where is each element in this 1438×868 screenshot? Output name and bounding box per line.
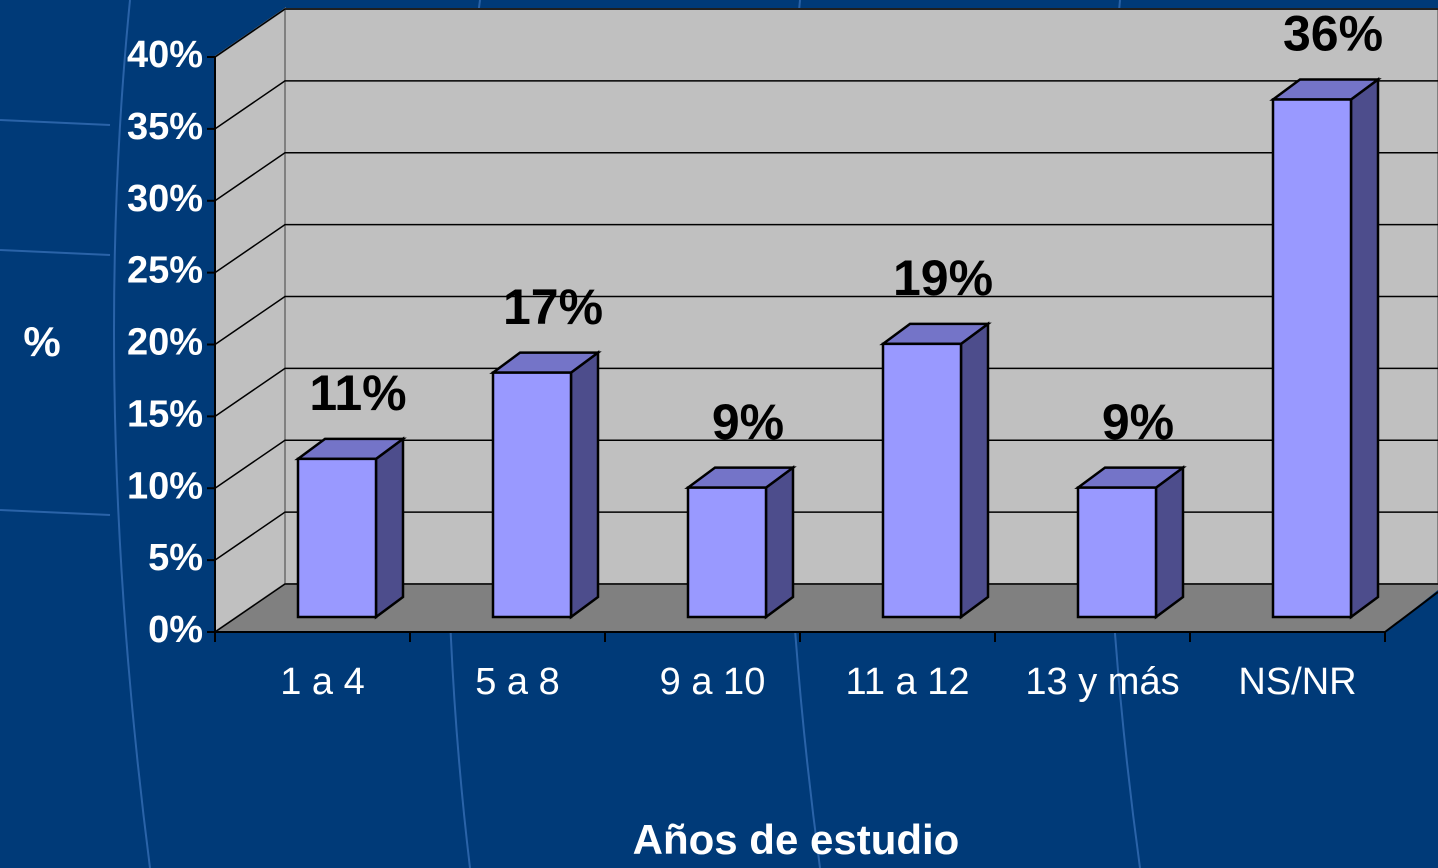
- grid-line: [214, 8, 1438, 58]
- bar-front: [296, 457, 378, 619]
- bar-side: [764, 465, 795, 620]
- data-label: 19%: [893, 250, 993, 306]
- y-tick-label: 20%: [127, 322, 203, 364]
- y-tick-label: 0%: [148, 609, 203, 651]
- grid-line: [214, 152, 1438, 202]
- x-tick-label: 1 a 4: [280, 661, 365, 703]
- data-label: 9%: [1102, 394, 1174, 450]
- bar-side: [959, 321, 990, 620]
- x-tick-label: 5 a 8: [475, 661, 560, 703]
- bar: [684, 465, 797, 620]
- grid-line: [214, 367, 1438, 417]
- y-axis-title: %: [23, 318, 60, 365]
- bar-front: [491, 371, 573, 619]
- grid-line: [214, 223, 1438, 274]
- y-tick-label: 25%: [127, 250, 203, 292]
- bar-side: [374, 436, 405, 620]
- y-tick-label: 35%: [127, 106, 203, 148]
- x-tick-label: 11 a 12: [846, 661, 970, 703]
- grid-line: [214, 439, 1438, 489]
- bar-front: [1271, 98, 1353, 619]
- y-tick-label: 5%: [148, 537, 203, 579]
- grid-line: [214, 583, 1438, 633]
- data-label: 36%: [1283, 6, 1383, 62]
- grid-line: [214, 295, 1438, 346]
- bar-side: [1154, 465, 1185, 620]
- grid-line: [214, 511, 1438, 561]
- bar: [489, 350, 602, 620]
- x-tick-label: 9 a 10: [660, 661, 766, 703]
- bar-front: [1076, 486, 1158, 619]
- bar: [294, 436, 407, 620]
- bar: [1074, 465, 1187, 620]
- grid-line: [214, 80, 1438, 130]
- bar-side: [1349, 77, 1380, 620]
- y-tick-label: 30%: [127, 178, 203, 220]
- data-label: 17%: [503, 279, 603, 335]
- bar: [879, 321, 992, 620]
- x-axis-title: Años de estudio: [633, 816, 960, 863]
- bar: [1269, 77, 1382, 620]
- y-tick-label: 15%: [127, 393, 203, 435]
- bar-front: [881, 342, 963, 619]
- floor-edge: [1384, 591, 1438, 633]
- plot-area: 0% 5% 10% 15% 20% 25% 30% 35% 40% 1 a 4 11% 5 a 8 17…: [127, 6, 1438, 703]
- x-tick-label: NS/NR: [1238, 661, 1356, 703]
- bar-side: [569, 350, 600, 620]
- data-label: 11%: [309, 365, 406, 421]
- x-tick-label: 13 y más: [1025, 661, 1179, 703]
- data-label: 9%: [712, 394, 784, 450]
- y-tick-label: 10%: [127, 465, 203, 507]
- y-tick-label: 40%: [127, 34, 203, 76]
- bar-front: [686, 486, 768, 619]
